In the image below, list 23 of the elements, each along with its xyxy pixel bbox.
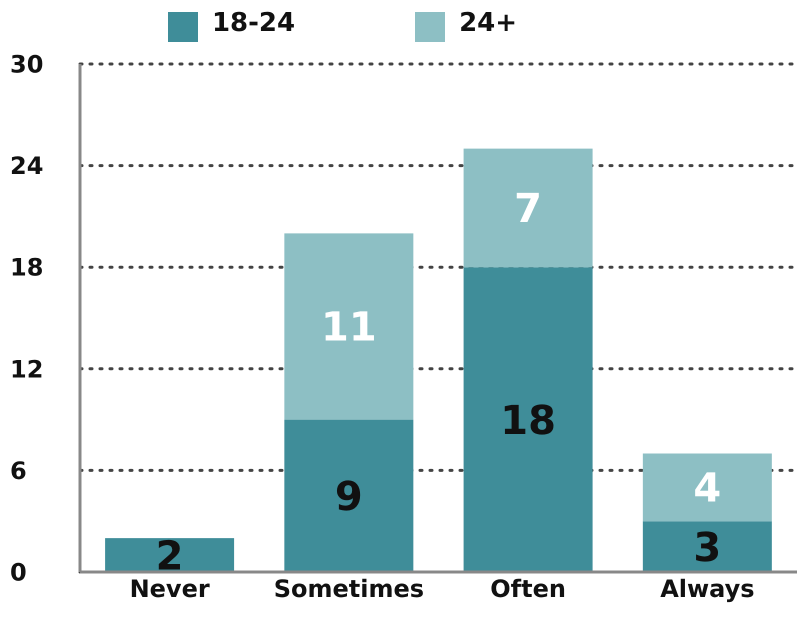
y-tick-label: 12 [10,355,44,384]
legend-label: 18-24 [212,8,296,38]
bar [642,453,772,522]
x-tick-label: Always [660,575,755,604]
data-label: 7 [514,186,542,232]
y-tick-label: 24 [10,152,44,180]
bar [284,233,414,420]
y-tick-label: 6 [10,456,27,485]
y-tick-label: 0 [10,558,27,587]
data-label: 11 [321,304,377,351]
bar [464,148,593,268]
bar [284,420,414,572]
data-label: 9 [334,474,363,520]
data-label: 4 [693,466,722,512]
data-label: 18 [500,398,556,444]
y-tick-label: 30 [10,50,44,79]
y-tick-label: 18 [10,254,44,282]
bar [464,267,593,572]
legend-label: 24+ [459,8,518,38]
x-tick-label: Often [490,575,566,604]
bar [642,521,772,572]
data-label: 3 [693,524,722,571]
x-tick-label: Sometimes [274,575,424,604]
